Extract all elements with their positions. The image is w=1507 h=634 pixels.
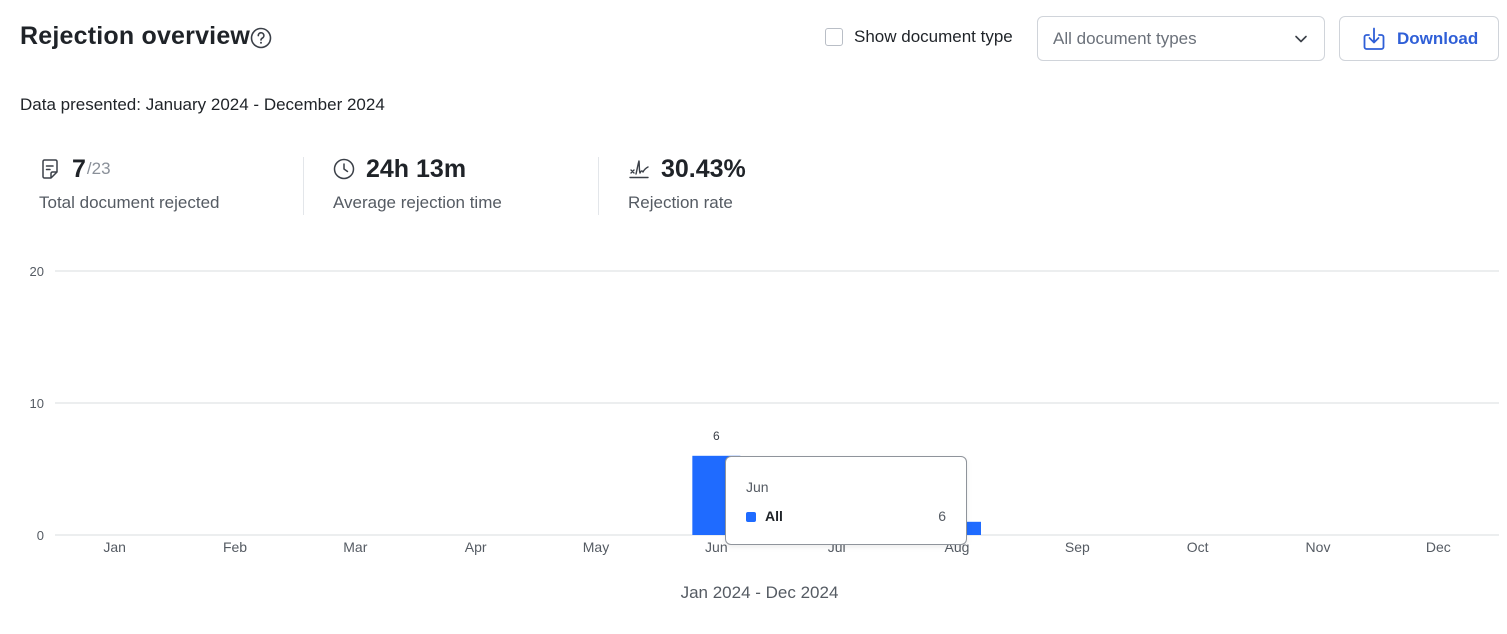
stat-rejection-rate-value: 30.43% — [661, 154, 746, 183]
chart-x-tick-label: Dec — [1426, 539, 1451, 555]
stat-rejection-rate: 30.43% Rejection rate — [628, 155, 746, 215]
page-title: Rejection overview — [20, 22, 251, 50]
chart-x-tick-label: Feb — [223, 539, 247, 555]
show-document-type-toggle[interactable]: Show document type — [825, 27, 1013, 47]
date-range-text: Data presented: January 2024 - December … — [20, 95, 385, 114]
tooltip-category: Jun — [746, 479, 769, 495]
chart-x-tick-label: Oct — [1187, 539, 1209, 555]
document-icon — [42, 159, 58, 179]
stat-total-rejected-value: 7 — [72, 154, 86, 183]
tooltip-value: 6 — [938, 508, 946, 524]
chart-y-tick-label: 10 — [30, 396, 44, 411]
stat-average-time: 24h 13m Average rejection time — [333, 155, 502, 215]
chart-tooltip: Jun All 6 — [725, 456, 967, 545]
show-document-type-checkbox[interactable] — [825, 28, 843, 46]
show-document-type-label: Show document type — [854, 27, 1013, 46]
download-button-label: Download — [1397, 28, 1479, 48]
stat-total-rejected-label: Total document rejected — [39, 193, 220, 212]
stat-rejection-rate-label: Rejection rate — [628, 193, 733, 212]
tooltip-series-swatch — [746, 512, 756, 522]
document-type-select[interactable]: All document types — [1037, 16, 1325, 61]
clock-icon — [333, 158, 355, 180]
stat-divider — [598, 157, 599, 215]
chart-x-tick-label: Nov — [1306, 539, 1331, 555]
document-type-select-value: All document types — [1053, 28, 1197, 48]
download-button[interactable]: Download — [1339, 16, 1499, 61]
signature-icon — [629, 160, 649, 179]
download-icon — [1363, 27, 1385, 50]
chart-y-tick-label: 0 — [37, 528, 44, 543]
chart-x-tick-label: Apr — [465, 539, 487, 555]
chart-x-tick-label: May — [583, 539, 609, 555]
tooltip-series-name: All — [765, 508, 783, 524]
chart-y-tick-label: 20 — [30, 264, 44, 279]
chart-x-tick-label: Mar — [343, 539, 367, 555]
chart-x-tick-label: Jun — [705, 539, 728, 555]
stat-average-time-value: 24h 13m — [366, 154, 467, 183]
stat-total-documents: /23 — [86, 159, 111, 178]
chart-x-tick-label: Jan — [103, 539, 126, 555]
chart-x-axis-label: Jan 2024 - Dec 2024 — [680, 583, 839, 602]
chart-x-tick-label: Sep — [1065, 539, 1090, 555]
stat-total-rejected: 7 /23 Total document rejected — [39, 155, 220, 215]
chevron-down-icon — [1295, 35, 1307, 42]
help-circle-icon[interactable] — [250, 27, 272, 49]
chart-data-label: 6 — [713, 429, 720, 443]
stat-average-time-label: Average rejection time — [333, 193, 502, 212]
rejection-bar-chart: 0 10 20 Jan Feb Mar Apr May Jun 6 Jul Aug Sep Oct Nov D… — [0, 250, 1507, 620]
stat-divider — [303, 157, 304, 215]
